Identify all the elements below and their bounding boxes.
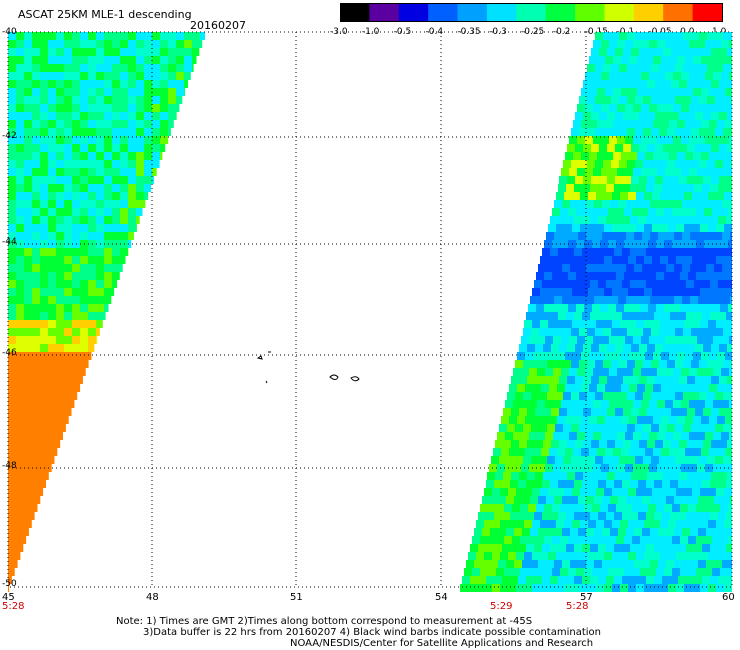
- color-scale-swatch: [604, 3, 635, 21]
- lat-label-40: -40: [2, 27, 17, 37]
- note-line-3: NOAA/NESDIS/Center for Satellite Applica…: [290, 638, 594, 649]
- time-label-mid: 5:29: [490, 601, 513, 612]
- color-scale-label: -3.0: [330, 27, 348, 37]
- color-scale-swatch: [516, 3, 547, 21]
- color-scale-swatch: [575, 3, 606, 21]
- time-label-left: 5:28: [2, 601, 25, 612]
- lon-label-45: 45: [2, 592, 15, 603]
- color-scale-label: -1.0: [361, 27, 380, 37]
- color-scale-swatch: [428, 3, 459, 21]
- color-scale-swatch: [486, 3, 517, 21]
- color-scale-swatch: [398, 3, 429, 21]
- color-scale-swatch: [340, 3, 370, 21]
- note-line-2: 3)Data buffer is 22 hrs from 20160207 4)…: [143, 627, 601, 638]
- color-scale-label: -0.2: [552, 27, 571, 37]
- lat-label-46: -46: [2, 348, 17, 358]
- color-scale-swatch: [633, 3, 664, 21]
- mle-swath-map: [7, 31, 733, 592]
- color-scale-swatch: [545, 3, 576, 21]
- color-scale-swatch: [369, 3, 400, 21]
- color-scale-label: -0.3: [489, 27, 507, 37]
- lon-label-51: 51: [290, 592, 303, 603]
- lon-label-48: 48: [146, 592, 159, 603]
- lon-label-54: 54: [435, 592, 448, 603]
- color-scale-bar: [340, 3, 723, 22]
- page-title: ASCAT 25KM MLE-1 descending: [18, 8, 192, 21]
- time-label-right: 5:28: [566, 601, 589, 612]
- color-scale-label: -0.4: [425, 27, 444, 37]
- date-label: 20160207: [190, 19, 246, 32]
- map-frame: [7, 31, 733, 588]
- color-scale-swatch: [692, 3, 723, 21]
- color-scale-swatch: [457, 3, 488, 21]
- lat-label-44: -44: [2, 237, 17, 247]
- color-scale-label: -0.5: [393, 27, 412, 37]
- lat-label-42: -42: [2, 131, 17, 141]
- lon-label-60: 60: [722, 592, 735, 603]
- island-outlines: [256, 351, 360, 384]
- color-scale-swatch: [663, 3, 694, 21]
- lat-label-48: -48: [2, 461, 17, 471]
- lon-label-57: 57: [580, 592, 593, 603]
- note-line-1: Note: 1) Times are GMT 2)Times along bot…: [116, 616, 533, 627]
- lat-label-50: -50: [2, 579, 17, 589]
